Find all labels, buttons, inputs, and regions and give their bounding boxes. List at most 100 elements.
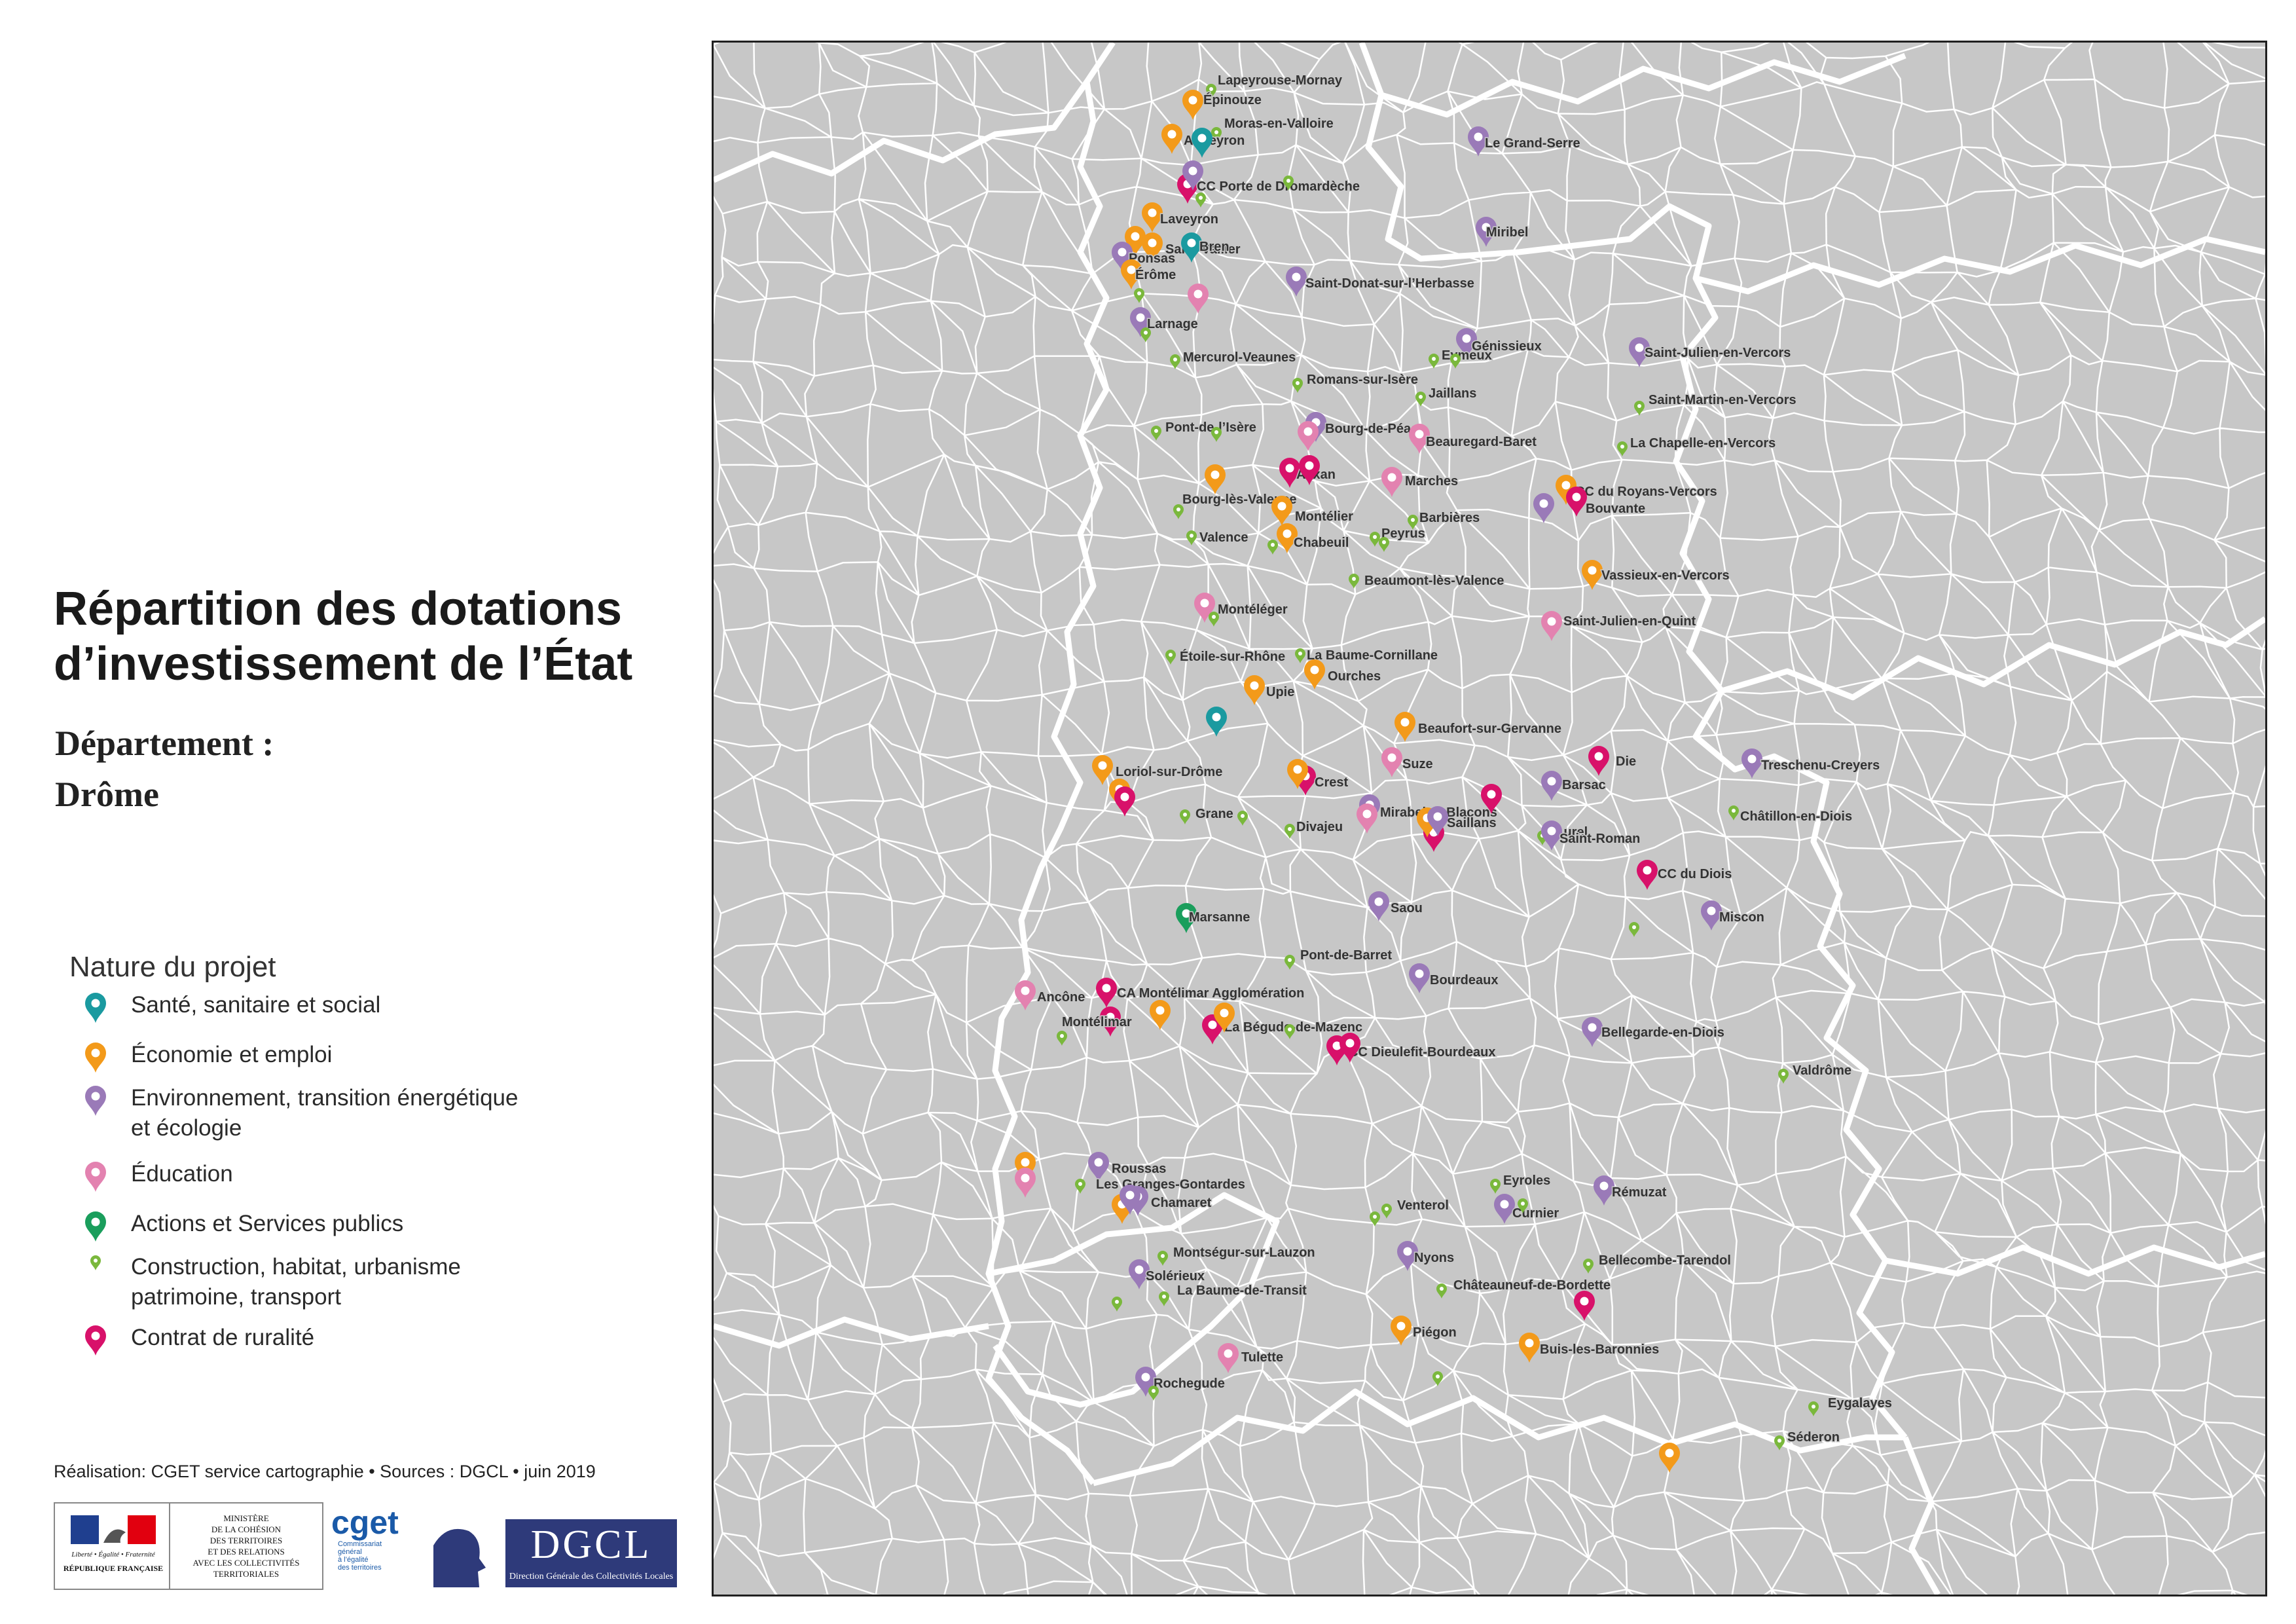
project-marker[interactable] xyxy=(1161,124,1182,154)
map-pin-icon[interactable] xyxy=(1287,759,1308,789)
map-pin-icon[interactable] xyxy=(1286,267,1307,297)
project-marker[interactable] xyxy=(1629,337,1650,367)
project-marker[interactable] xyxy=(1180,809,1190,824)
map-pin-icon[interactable] xyxy=(1659,1443,1680,1473)
project-marker[interactable] xyxy=(1214,1003,1235,1033)
map-frame[interactable]: Lapeyrouse-Mornay Épinouze Moras-en-Valloi… xyxy=(712,41,2267,1596)
small-pin-icon[interactable] xyxy=(1148,1386,1159,1401)
project-marker[interactable] xyxy=(1285,955,1295,970)
project-marker[interactable] xyxy=(1490,1179,1501,1194)
map-pin-icon[interactable] xyxy=(1214,1003,1235,1033)
map-pin-icon[interactable] xyxy=(1566,487,1587,517)
project-marker[interactable] xyxy=(1541,821,1562,851)
project-marker[interactable] xyxy=(1566,487,1587,517)
project-marker[interactable] xyxy=(1182,160,1203,191)
project-marker[interactable] xyxy=(1494,1194,1515,1224)
map-pin-icon[interactable] xyxy=(1218,1343,1239,1373)
map-pin-icon[interactable] xyxy=(1397,1241,1418,1271)
small-pin-icon[interactable] xyxy=(1518,1198,1528,1213)
project-marker[interactable] xyxy=(1778,1069,1789,1084)
project-marker[interactable] xyxy=(1096,978,1117,1008)
small-pin-icon[interactable] xyxy=(1211,427,1222,442)
map-pin-icon[interactable] xyxy=(1582,1017,1603,1047)
project-marker[interactable] xyxy=(1339,1033,1360,1063)
map-pin-icon[interactable] xyxy=(1096,978,1117,1008)
project-marker[interactable] xyxy=(1381,467,1402,497)
small-pin-icon[interactable] xyxy=(1774,1435,1785,1450)
project-marker[interactable] xyxy=(1211,427,1222,442)
map-pin-icon[interactable] xyxy=(1574,1291,1595,1321)
map-pin-icon[interactable] xyxy=(1629,337,1650,367)
project-marker[interactable] xyxy=(1150,1000,1171,1030)
map-pin-icon[interactable] xyxy=(1206,707,1227,737)
project-marker[interactable] xyxy=(1408,515,1418,530)
map-pin-icon[interactable] xyxy=(1304,659,1325,690)
project-marker[interactable] xyxy=(1287,759,1308,789)
small-pin-icon[interactable] xyxy=(1285,824,1295,839)
small-pin-icon[interactable] xyxy=(1370,532,1380,547)
small-pin-icon[interactable] xyxy=(1629,922,1639,937)
project-marker[interactable] xyxy=(1134,288,1144,303)
project-marker[interactable] xyxy=(1015,1152,1036,1182)
map-pin-icon[interactable] xyxy=(1271,496,1292,526)
project-marker[interactable] xyxy=(1409,424,1430,454)
project-marker[interactable] xyxy=(1176,903,1197,933)
project-marker[interactable] xyxy=(1429,354,1439,369)
map-pin-icon[interactable] xyxy=(1150,1000,1171,1030)
project-marker[interactable] xyxy=(1594,1175,1614,1206)
project-marker[interactable] xyxy=(1057,1031,1067,1046)
map-pin-icon[interactable] xyxy=(1015,1168,1036,1198)
small-pin-icon[interactable] xyxy=(1429,354,1439,369)
small-pin-icon[interactable] xyxy=(1151,426,1161,441)
project-marker[interactable] xyxy=(1015,1168,1036,1198)
map-pin-icon[interactable] xyxy=(1588,746,1609,776)
small-pin-icon[interactable] xyxy=(1206,84,1216,99)
map-pin-icon[interactable] xyxy=(1409,424,1430,454)
small-pin-icon[interactable] xyxy=(1209,612,1219,627)
project-marker[interactable] xyxy=(1151,426,1161,441)
project-marker[interactable] xyxy=(1582,560,1603,590)
project-marker[interactable] xyxy=(1634,401,1645,416)
project-marker[interactable] xyxy=(1279,458,1300,488)
small-pin-icon[interactable] xyxy=(1634,401,1645,416)
project-marker[interactable] xyxy=(1774,1435,1785,1450)
map-pin-icon[interactable] xyxy=(1339,1033,1360,1063)
project-marker[interactable] xyxy=(1481,784,1502,814)
small-pin-icon[interactable] xyxy=(1075,1179,1085,1194)
project-marker[interactable] xyxy=(1397,1241,1418,1271)
project-marker[interactable] xyxy=(1182,90,1203,120)
small-pin-icon[interactable] xyxy=(1195,193,1206,208)
small-pin-icon[interactable] xyxy=(1285,1024,1295,1039)
project-marker[interactable] xyxy=(1468,126,1489,157)
project-marker[interactable] xyxy=(1394,712,1415,742)
project-marker[interactable] xyxy=(1205,464,1226,494)
project-marker[interactable] xyxy=(1574,1291,1595,1321)
project-marker[interactable] xyxy=(1381,747,1402,777)
project-marker[interactable] xyxy=(1286,267,1307,297)
map-pin-icon[interactable] xyxy=(1277,523,1298,553)
map-pin-icon[interactable] xyxy=(1244,675,1265,705)
project-marker[interactable] xyxy=(1728,805,1739,821)
project-marker[interactable] xyxy=(1436,1283,1447,1299)
project-marker[interactable] xyxy=(1186,530,1197,545)
map-pin-icon[interactable] xyxy=(1391,1316,1412,1346)
project-marker[interactable] xyxy=(1299,455,1320,485)
project-marker[interactable] xyxy=(1415,392,1426,407)
project-marker[interactable] xyxy=(1541,611,1562,641)
project-marker[interactable] xyxy=(1173,504,1184,519)
project-marker[interactable] xyxy=(1120,1185,1140,1215)
project-marker[interactable] xyxy=(1211,127,1222,142)
project-marker[interactable] xyxy=(1292,378,1303,393)
small-pin-icon[interactable] xyxy=(1283,175,1294,191)
department-map[interactable]: Lapeyrouse-Mornay Épinouze Moras-en-Valloi… xyxy=(714,43,2265,1595)
map-pin-icon[interactable] xyxy=(1112,242,1133,272)
map-pin-icon[interactable] xyxy=(1279,458,1300,488)
map-pin-icon[interactable] xyxy=(1298,421,1319,451)
map-pin-icon[interactable] xyxy=(1368,891,1389,921)
project-marker[interactable] xyxy=(1283,175,1294,191)
map-pin-icon[interactable] xyxy=(1176,903,1197,933)
small-pin-icon[interactable] xyxy=(1170,354,1180,369)
map-pin-icon[interactable] xyxy=(1741,748,1762,779)
project-marker[interactable] xyxy=(1125,226,1146,256)
map-pin-icon[interactable] xyxy=(1114,786,1135,817)
